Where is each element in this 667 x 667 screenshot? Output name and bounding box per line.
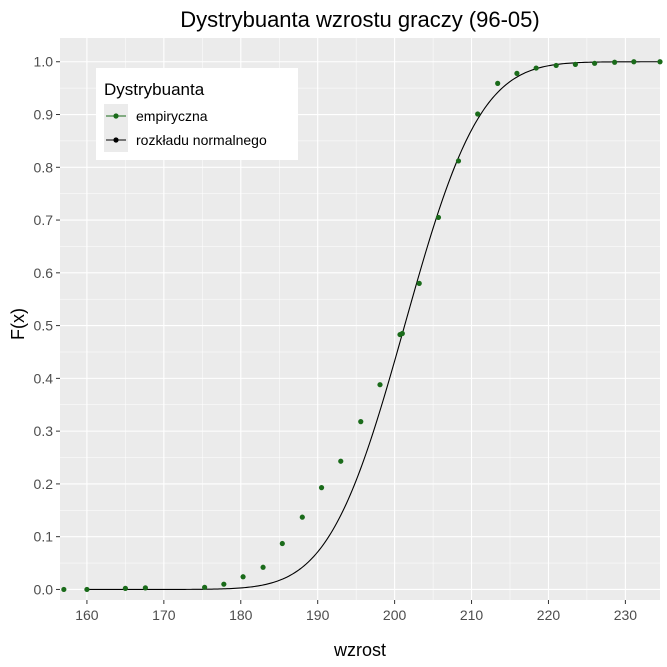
empirical-point xyxy=(592,60,598,66)
empirical-point xyxy=(495,80,501,86)
legend-label-normal: rozkładu normalnego xyxy=(136,132,267,148)
empirical-point xyxy=(202,584,208,590)
empirical-point xyxy=(399,330,405,337)
x-tick-label: 170 xyxy=(152,607,176,623)
x-axis-title: wzrost xyxy=(333,640,386,660)
empirical-point xyxy=(142,585,148,591)
x-axis-ticks: 160 170 180 190 200 210 220 230 xyxy=(75,600,637,623)
legend-label-empirical: empiryczna xyxy=(136,108,208,124)
empirical-point xyxy=(657,59,663,65)
y-tick-label: 0.7 xyxy=(34,212,54,228)
empirical-point xyxy=(631,59,637,65)
y-tick-label: 0.3 xyxy=(34,423,54,439)
legend: Dystrybuanta empiryczna rozkładu normaln… xyxy=(96,68,298,160)
x-tick-label: 190 xyxy=(306,607,330,623)
y-tick-label: 0.1 xyxy=(34,529,54,545)
empirical-point xyxy=(122,585,128,591)
empirical-point xyxy=(260,564,266,570)
legend-key-normal-point xyxy=(113,137,119,143)
empirical-point xyxy=(221,581,227,587)
legend-title: Dystrybuanta xyxy=(104,80,205,99)
empirical-point xyxy=(553,62,559,69)
empirical-point xyxy=(514,70,520,76)
major-gridlines xyxy=(60,38,660,600)
empirical-point xyxy=(279,540,285,547)
legend-box xyxy=(96,68,298,160)
empirical-point xyxy=(416,280,422,286)
empirical-point xyxy=(61,586,67,593)
empirical-point xyxy=(455,158,462,164)
y-tick-label: 0.0 xyxy=(34,581,54,597)
empirical-point xyxy=(475,111,481,117)
empirical-point xyxy=(299,514,305,520)
x-tick-label: 180 xyxy=(229,607,253,623)
y-tick-label: 0.5 xyxy=(34,318,54,334)
empirical-point xyxy=(612,59,618,65)
x-tick-label: 200 xyxy=(383,607,407,623)
y-tick-label: 0.4 xyxy=(34,370,54,386)
x-tick-label: 220 xyxy=(537,607,561,623)
x-tick-label: 230 xyxy=(614,607,638,623)
normal-cdf-layer xyxy=(86,61,660,590)
chart-title: Dystrybuanta wzrostu graczy (96-05) xyxy=(180,7,539,32)
empirical-point xyxy=(435,214,442,221)
y-tick-label: 0.8 xyxy=(34,159,54,175)
empirical-points-layer xyxy=(61,59,663,593)
empirical-point xyxy=(338,458,344,464)
y-axis-ticks: 0.0 0.1 0.2 0.3 0.4 0.5 0.6 0.7 0.8 0.9 1.0 xyxy=(34,54,60,597)
y-tick-label: 0.2 xyxy=(34,476,54,492)
legend-key-empirical-point xyxy=(113,113,119,119)
empirical-point xyxy=(84,586,90,593)
empirical-point xyxy=(318,485,325,491)
empirical-point xyxy=(533,65,539,71)
y-axis-title: F(x) xyxy=(8,308,28,340)
empirical-point xyxy=(377,382,383,388)
empirical-point xyxy=(358,419,364,425)
y-tick-label: 1.0 xyxy=(34,54,54,70)
x-tick-label: 160 xyxy=(75,607,99,623)
empirical-point xyxy=(572,61,578,67)
y-tick-label: 0.6 xyxy=(34,265,54,281)
y-tick-label: 0.9 xyxy=(34,107,54,123)
normal-cdf-line xyxy=(86,61,660,590)
empirical-point xyxy=(240,574,246,580)
x-tick-label: 210 xyxy=(460,607,484,623)
